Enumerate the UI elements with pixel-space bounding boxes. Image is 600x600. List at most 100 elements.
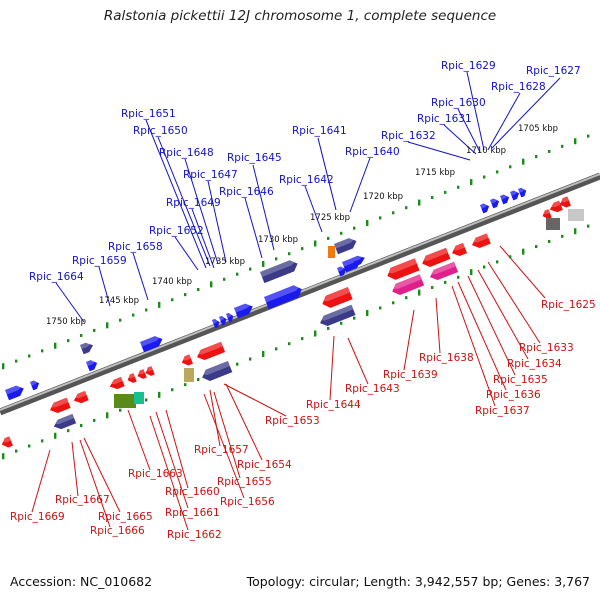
grid-dot — [119, 408, 122, 412]
leader-line-forward — [157, 136, 211, 267]
grid-dot — [496, 260, 499, 264]
grid-dot — [184, 383, 187, 387]
grid-dot — [535, 155, 538, 159]
gene-label: Rpic_1647 — [183, 169, 238, 181]
tick-label: 1715 kbp — [415, 168, 455, 178]
grid-dot — [470, 269, 473, 276]
gene-label: Rpic_1635 — [493, 374, 548, 386]
gene-label: Rpic_1657 — [194, 444, 249, 456]
gene-label: Rpic_1641 — [292, 125, 347, 137]
leader-line-reverse — [435, 297, 441, 354]
teal-gene-block — [134, 392, 144, 404]
grid-dot — [28, 354, 31, 358]
forward-gene-sheen — [490, 198, 499, 204]
gene-label: Rpic_1652 — [149, 225, 204, 237]
reverse-gene-shape — [137, 369, 147, 379]
grid-dot — [470, 179, 473, 186]
chromosome-backbone — [0, 172, 600, 416]
grid-dot — [574, 228, 577, 235]
forward-gene-dark-shape — [260, 260, 298, 284]
gene-label: Rpic_1628 — [491, 81, 546, 93]
reverse-gene-sheen — [541, 209, 550, 215]
forward-gene-sheen — [30, 380, 39, 386]
reverse-gene-sheen — [108, 376, 123, 385]
reverse-gene — [144, 366, 155, 376]
reverse-gene-sheen — [136, 369, 145, 375]
forward-gene — [490, 198, 500, 209]
grid-dot — [54, 432, 57, 439]
grid-dot — [366, 220, 369, 227]
reverse-gene — [126, 373, 137, 383]
grid-dot — [2, 453, 5, 460]
reverse-gene-sheen — [144, 366, 153, 372]
gene-label: Rpic_1648 — [159, 147, 214, 159]
leader-line-forward — [145, 119, 207, 269]
grid-dot — [28, 444, 31, 448]
reverse-gene-sheen — [386, 258, 417, 274]
reverse-gene-pink — [428, 261, 459, 281]
forward-gene — [30, 380, 40, 391]
gene-label: Rpic_1662 — [167, 529, 222, 541]
grid-dot — [80, 334, 83, 338]
gene-label: Rpic_1666 — [90, 525, 145, 537]
forward-gene-shape — [30, 380, 40, 391]
grid-dot — [158, 301, 161, 308]
leader-line-forward — [304, 185, 323, 233]
gene-label: Rpic_1643 — [345, 383, 400, 395]
forward-gene-sheen — [234, 303, 252, 313]
reverse-gene-sheen — [48, 397, 69, 408]
grid-dot — [236, 272, 239, 276]
grid-dot — [353, 316, 356, 320]
leader-line-forward — [98, 266, 111, 307]
reverse-gene-dark-shape — [202, 361, 233, 381]
forward-gene-dark-shape — [80, 342, 93, 355]
forward-gene-shape — [234, 303, 253, 319]
reverse-gene-sheen — [0, 436, 11, 443]
leader-line-forward — [407, 141, 471, 161]
reverse-gene-sheen — [180, 354, 191, 361]
reverse-gene-sheen — [470, 233, 489, 243]
forward-gene — [480, 203, 490, 214]
grid-dot — [509, 165, 512, 169]
grey-gene-block — [546, 218, 560, 230]
grid-dot — [249, 267, 252, 271]
leader-line-reverse — [149, 415, 189, 531]
gene-label: Rpic_1660 — [165, 486, 220, 498]
reverse-gene-dark — [52, 413, 77, 430]
reverse-gene-shape — [549, 200, 563, 213]
forward-gene — [140, 336, 163, 353]
tick-label: 1740 kbp — [152, 277, 192, 287]
leader-line-forward — [55, 282, 85, 323]
forward-gene-sheen — [5, 385, 23, 395]
forward-gene-shape — [212, 318, 220, 329]
reverse-gene-sheen — [72, 390, 87, 399]
reverse-gene-sheen — [548, 200, 561, 208]
leader-line-forward — [466, 71, 485, 151]
grid-dot — [262, 350, 265, 357]
grid-dot — [158, 391, 161, 398]
grid-dot — [587, 134, 590, 138]
grid-dot — [15, 359, 18, 363]
gene-label: Rpic_1661 — [165, 507, 220, 519]
grid-dot — [67, 429, 70, 433]
leader-line-forward — [132, 252, 149, 301]
reverse-gene-dark-sheen — [52, 413, 75, 425]
reverse-gene-sheen — [420, 247, 449, 261]
grid-dot — [197, 378, 200, 382]
gene-label: Rpic_1663 — [128, 468, 183, 480]
reverse-gene — [0, 436, 13, 448]
reverse-gene-dark-sheen — [318, 304, 354, 321]
forward-gene-sheen — [510, 190, 519, 196]
reverse-gene — [180, 354, 193, 366]
grid-dot — [392, 211, 395, 215]
gene-label: Rpic_1654 — [237, 459, 292, 471]
reverse-gene-sheen — [126, 373, 135, 379]
reverse-gene-dark-shape — [320, 304, 356, 327]
reverse-gene-shape — [452, 242, 468, 257]
reverse-gene-dark-shape — [53, 413, 77, 430]
leader-line-forward — [491, 77, 561, 149]
orange-gene-block — [328, 246, 335, 258]
grid-dot — [457, 275, 460, 279]
forward-gene-shape — [337, 266, 347, 277]
grid-dot — [548, 149, 551, 153]
